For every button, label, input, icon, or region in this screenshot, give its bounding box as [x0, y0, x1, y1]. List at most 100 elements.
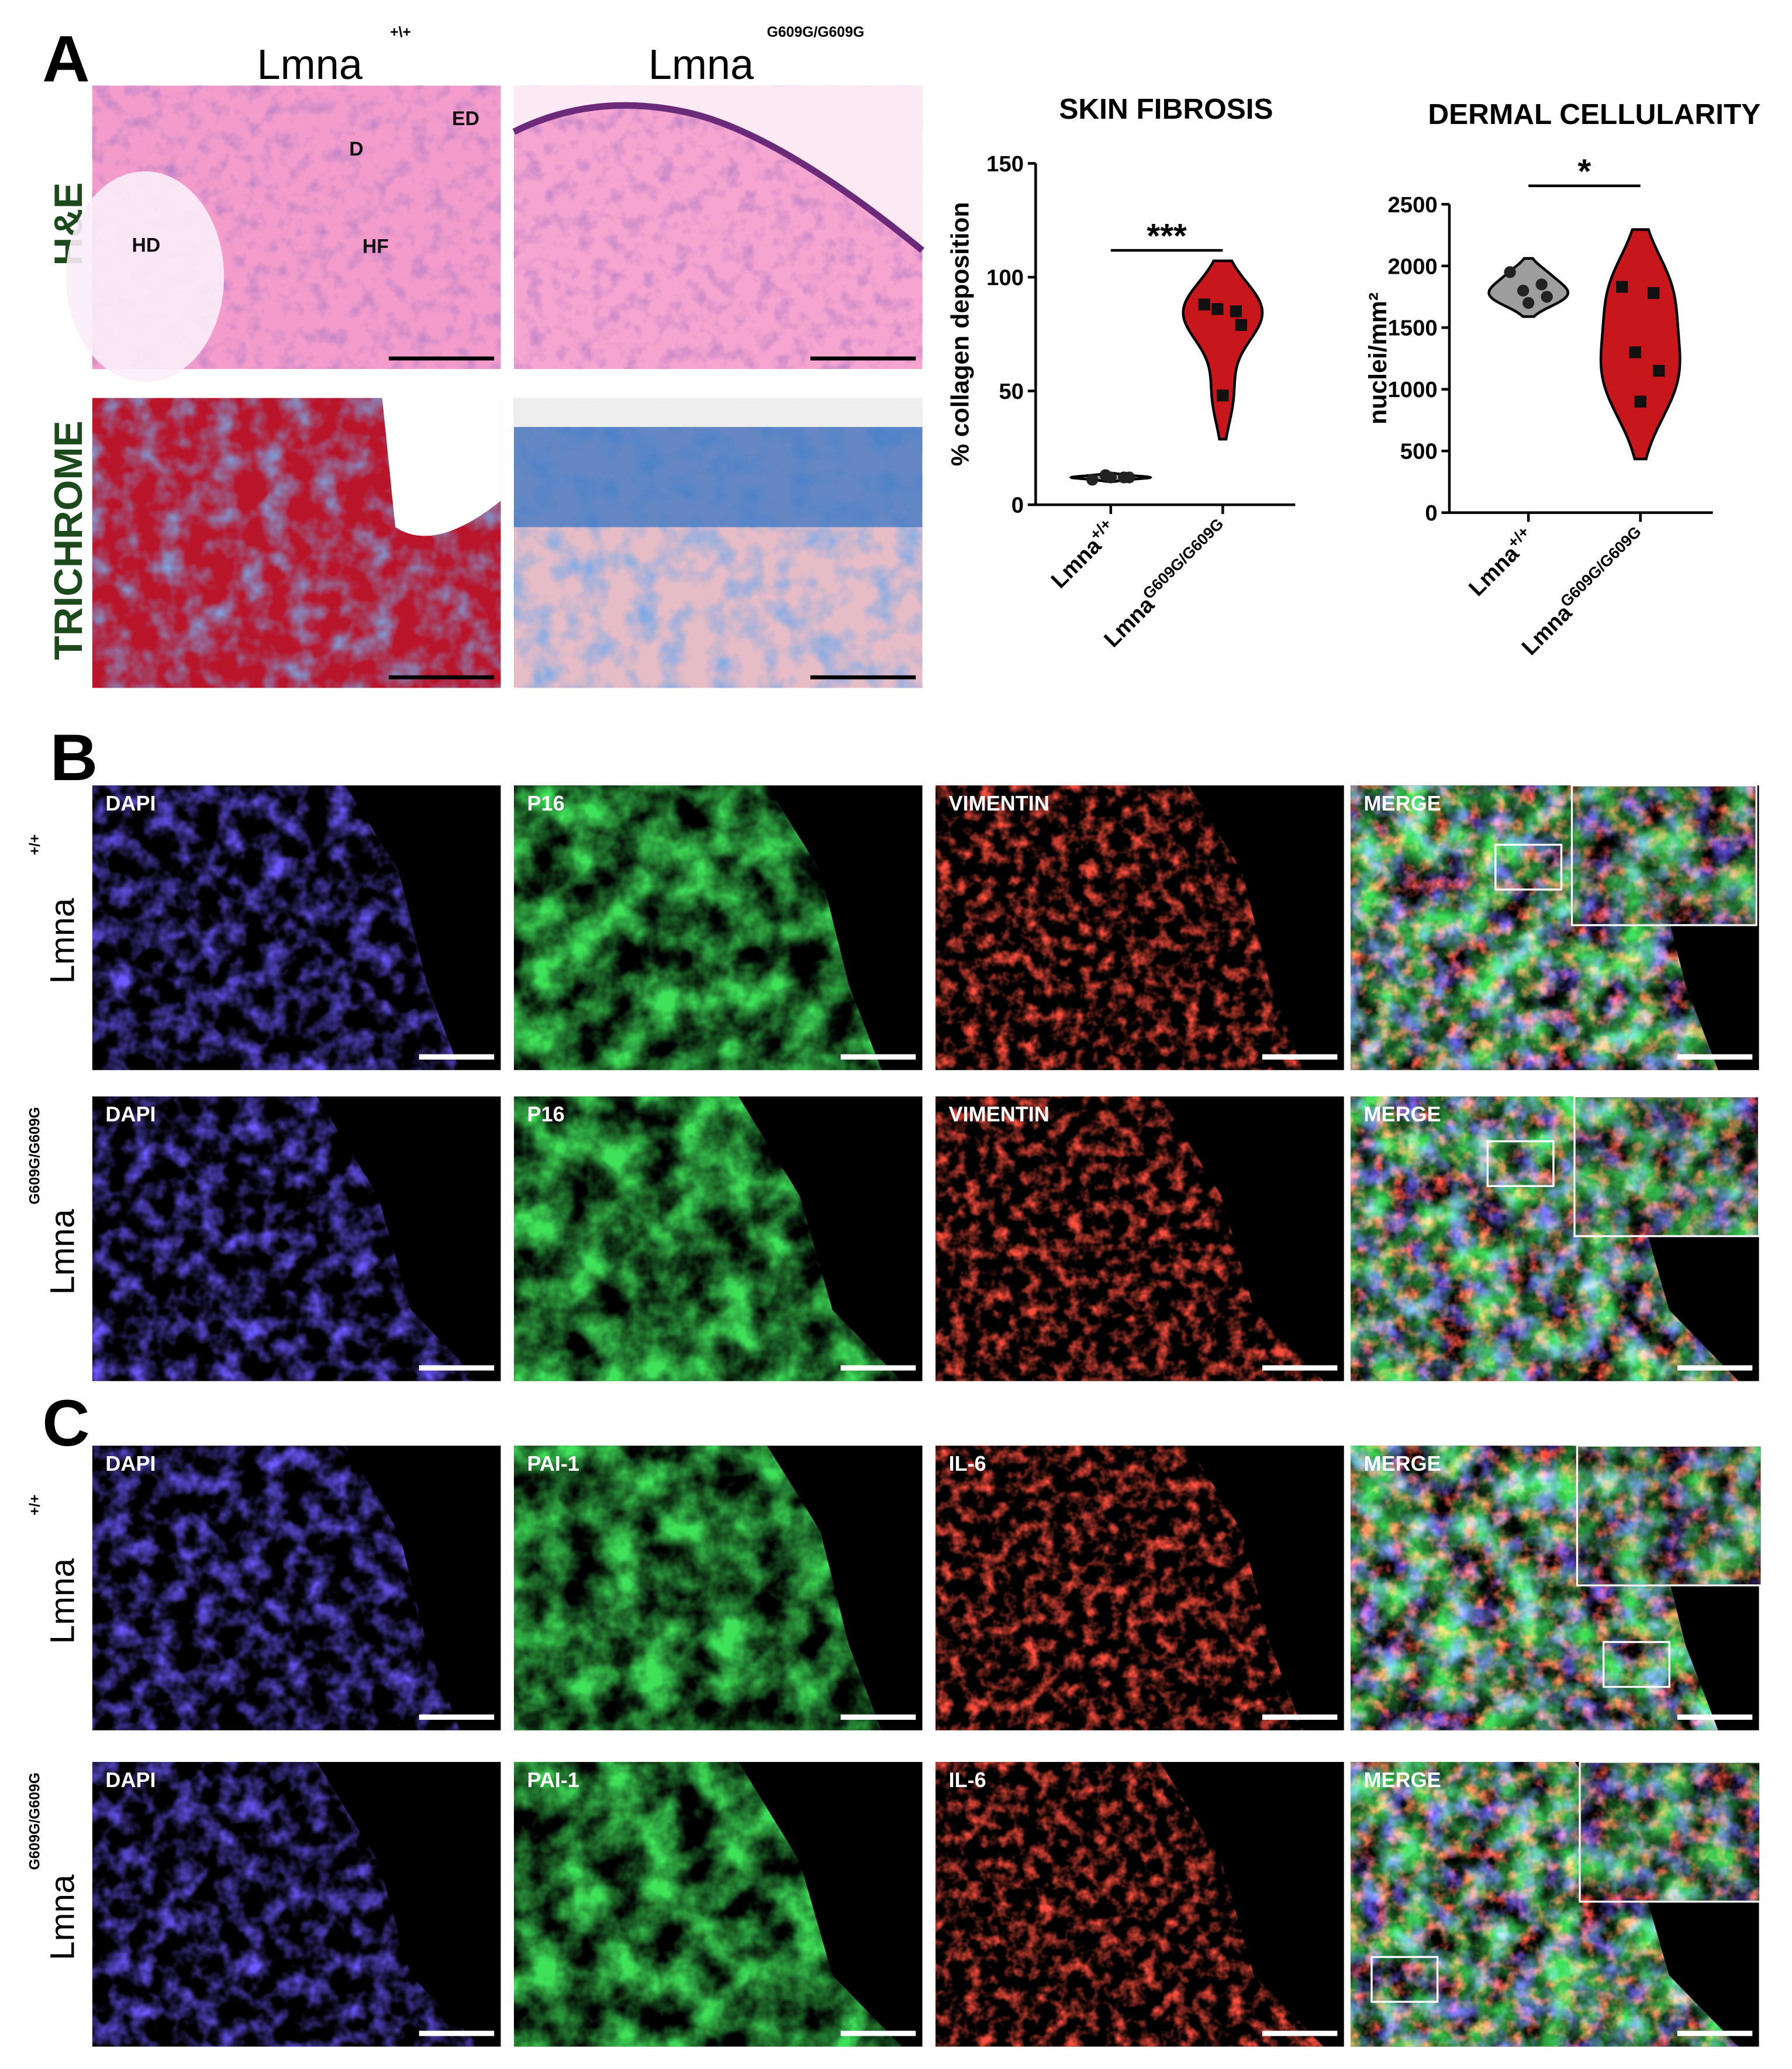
inset-stain [1576, 1098, 1758, 1235]
data-point [1217, 389, 1229, 402]
channel-label: P16 [527, 791, 565, 815]
micrograph [92, 398, 501, 688]
row-label-superscript: +/+ [27, 1495, 43, 1516]
category-label: Lmna+/+ [1044, 515, 1123, 594]
y-axis-label: % collagen deposition [946, 202, 974, 466]
data-point [1653, 364, 1665, 377]
epidermis-edge [512, 102, 925, 253]
data-point [1634, 395, 1646, 408]
column-header-superscript: G609G/G609G [767, 25, 865, 40]
row-label: TRICHROME [47, 420, 91, 660]
row-label-superscript: G609G/G609G [27, 1773, 43, 1870]
significance: *** [1147, 218, 1187, 256]
inset-box [1370, 1956, 1439, 2003]
channel-label: DAPI [105, 1768, 156, 1792]
chart-title: DERMAL CELLULARITY [1428, 98, 1760, 130]
micrograph: DAPI [92, 1096, 501, 1381]
row-label: Lmna [43, 898, 81, 984]
panel-letter: C [42, 1386, 89, 1460]
y-tick-label: 0 [1011, 493, 1024, 518]
data-point [1522, 296, 1535, 309]
micrograph: DAPI [92, 785, 501, 1070]
inset-stain [1573, 787, 1755, 924]
y-tick-label: 1500 [1387, 316, 1437, 341]
micrograph [65, 85, 501, 382]
channel-label: P16 [527, 1102, 565, 1126]
data-point [1235, 319, 1248, 331]
y-tick-label: 0 [1425, 501, 1437, 526]
channel-label: VIMENTIN [949, 1102, 1049, 1126]
micrograph: MERGE [1350, 784, 1759, 1070]
data-point [1211, 303, 1224, 315]
micrograph: PAI-1 [513, 1761, 923, 2047]
y-tick-label: 2000 [1387, 254, 1437, 279]
category-label: LmnaG609G/G609G [1515, 523, 1652, 660]
annotation: D [349, 138, 363, 160]
row-label-superscript: +/+ [27, 835, 43, 856]
channel-label: MERGE [1363, 1768, 1441, 1792]
panel-letter: B [50, 720, 98, 794]
channel-label: DAPI [105, 791, 156, 815]
epidermis [513, 85, 923, 251]
significance: * [1578, 153, 1591, 191]
micrograph: P16 [513, 1096, 923, 1381]
micrograph [512, 85, 925, 369]
inset-stain [1578, 1447, 1760, 1584]
column-header: Lmna [648, 42, 754, 88]
fat-tissue [65, 171, 225, 382]
micrograph: PAI-1 [513, 1446, 923, 1730]
y-tick-label: 50 [999, 379, 1024, 404]
category-label: LmnaG609G/G609G [1097, 515, 1235, 653]
blank-top [513, 398, 923, 427]
category-label: Lmna+/+ [1462, 523, 1540, 601]
y-tick-label: 150 [986, 151, 1024, 177]
column-header-superscript: +\+ [390, 25, 411, 40]
category-superscript: G609G/G609G [1557, 523, 1645, 611]
y-tick-label: 1000 [1387, 377, 1437, 402]
data-point [1616, 281, 1628, 293]
y-tick-label: 100 [986, 265, 1024, 291]
inset-box [1602, 1641, 1670, 1688]
channel-label: DAPI [105, 1451, 156, 1475]
inset-box [1486, 1140, 1555, 1187]
channel-label: IL-6 [949, 1451, 986, 1475]
micrograph: DAPI [92, 1761, 501, 2047]
row-label: Lmna [43, 1874, 81, 1960]
violin [1182, 259, 1264, 441]
chart-title: SKIN FIBROSIS [1059, 92, 1273, 125]
column-header: Lmna [257, 42, 363, 88]
data-point [1504, 266, 1516, 278]
data-point [1230, 305, 1242, 318]
inset-box [1494, 843, 1563, 891]
row-label: Lmna [43, 1558, 81, 1644]
data-point [1629, 346, 1641, 358]
data-point [1104, 471, 1117, 484]
y-tick-label: 500 [1400, 439, 1438, 464]
data-point [1123, 471, 1135, 484]
channel-label: PAI-1 [527, 1768, 579, 1792]
channel-label: MERGE [1363, 1451, 1441, 1475]
category-superscript: G609G/G609G [1140, 515, 1227, 603]
collagen-band [513, 422, 923, 527]
data-point [1086, 474, 1099, 486]
micrograph: MERGE [1350, 1444, 1763, 1730]
y-tick-label: 2500 [1387, 192, 1437, 218]
micrograph: IL-6 [935, 1761, 1344, 2047]
micrograph: P16 [513, 785, 923, 1070]
channel-label: DAPI [105, 1102, 156, 1126]
channel-label: VIMENTIN [949, 791, 1049, 815]
micrograph: DAPI [92, 1446, 501, 1730]
data-point [1541, 291, 1553, 303]
panel-letter: A [42, 22, 89, 96]
channel-label: PAI-1 [527, 1451, 579, 1475]
micrograph [513, 398, 923, 688]
micrograph: VIMENTIN [935, 1096, 1344, 1381]
annotation: HD [132, 234, 160, 256]
data-point [1648, 287, 1660, 299]
row-label-superscript: G609G/G609G [27, 1107, 43, 1205]
data-point [1198, 298, 1210, 311]
data-point [1517, 284, 1529, 297]
channel-label: IL-6 [949, 1768, 986, 1792]
channel-label: MERGE [1363, 1102, 1441, 1126]
